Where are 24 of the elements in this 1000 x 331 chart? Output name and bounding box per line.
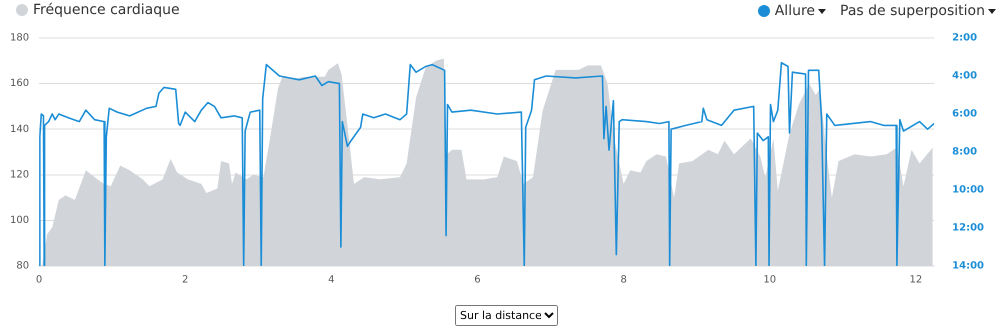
y-tick-label: 120 bbox=[10, 169, 30, 180]
x-tick-label: 2 bbox=[182, 274, 188, 286]
y2-tick-label: 14:00 bbox=[952, 260, 984, 272]
y2-tick-label: 6:00 bbox=[952, 108, 978, 120]
x-tick-label: 10 bbox=[763, 274, 776, 286]
x-tick-label: 12 bbox=[910, 274, 922, 286]
y-tick-label: 140 bbox=[10, 124, 30, 135]
x-tick-label: 8 bbox=[620, 274, 627, 286]
y2-tick-label: 4:00 bbox=[952, 70, 978, 82]
x-tick-label: 4 bbox=[328, 274, 335, 286]
legend-label: Allure bbox=[774, 3, 816, 19]
y2-tick-label: 2:00 bbox=[952, 32, 978, 44]
y2-tick-label: 8:00 bbox=[952, 146, 978, 158]
y-tick-label: 180 bbox=[10, 32, 30, 44]
legend-label: Fréquence cardiaque bbox=[33, 2, 180, 18]
y-tick-label: 160 bbox=[10, 78, 30, 90]
x-tick-label: 6 bbox=[474, 274, 481, 286]
distance-dropdown: Sur la distance bbox=[455, 305, 558, 326]
text: Pas de superposition bbox=[840, 3, 985, 19]
y-tick-label: 80 bbox=[16, 260, 30, 272]
x-tick-label: 0 bbox=[36, 274, 42, 286]
y-tick-label: 100 bbox=[10, 214, 30, 226]
y2-tick-label: 12:00 bbox=[952, 222, 984, 234]
y2-tick-label: 10:00 bbox=[952, 184, 984, 196]
